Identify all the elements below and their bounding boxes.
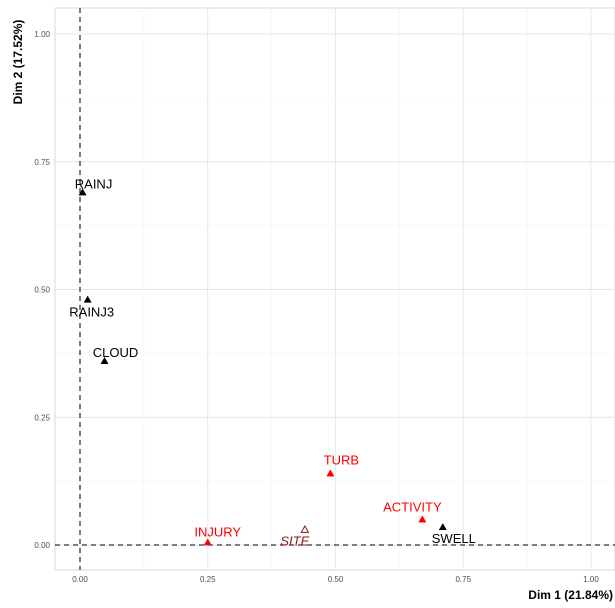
y-tick-label: 0.00	[34, 541, 50, 550]
x-tick-label: 0.50	[328, 575, 344, 584]
point-marker	[203, 538, 212, 546]
point-marker	[83, 295, 92, 303]
point-label: SITE	[280, 534, 309, 549]
point-marker	[438, 523, 447, 531]
grid-lines	[55, 8, 615, 570]
point-marker	[78, 188, 87, 196]
point-label: TURB	[324, 452, 359, 467]
y-tick-label: 0.75	[34, 158, 50, 167]
point-label: RAINJ	[75, 176, 113, 191]
y-tick-label: 0.50	[34, 286, 50, 295]
point-label: SWELL	[432, 531, 476, 546]
plot-panel	[54, 7, 615, 571]
data-points	[78, 188, 447, 546]
y-axis-title: Dim 2 (17.52%)	[11, 20, 25, 105]
point-marker	[100, 356, 109, 364]
x-tick-label: 0.75	[455, 575, 471, 584]
x-tick-label: 1.00	[583, 575, 599, 584]
point-labels: RAINJ RAINJ3 CLOUD TURB ACTIVITY SWELL INJURY S…	[69, 176, 476, 548]
point-label: CLOUD	[93, 345, 139, 360]
point-marker	[300, 525, 310, 533]
x-tick-label: 0.25	[200, 575, 216, 584]
point-label: RAINJ3	[69, 305, 114, 320]
reference-lines	[55, 8, 615, 570]
x-axis-title: Dim 1 (21.84%)	[528, 588, 613, 602]
tick-labels: 0.00 0.25 0.50 0.75 1.00 0.00 0.25 0.50 0.75 1.00	[34, 30, 599, 584]
point-marker	[418, 515, 427, 523]
x-tick-label: 0.00	[72, 575, 88, 584]
y-tick-label: 1.00	[34, 30, 50, 39]
point-label: ACTIVITY	[383, 499, 442, 514]
point-marker	[326, 469, 335, 477]
point-label: INJURY	[194, 524, 241, 539]
y-tick-label: 0.25	[34, 413, 50, 422]
